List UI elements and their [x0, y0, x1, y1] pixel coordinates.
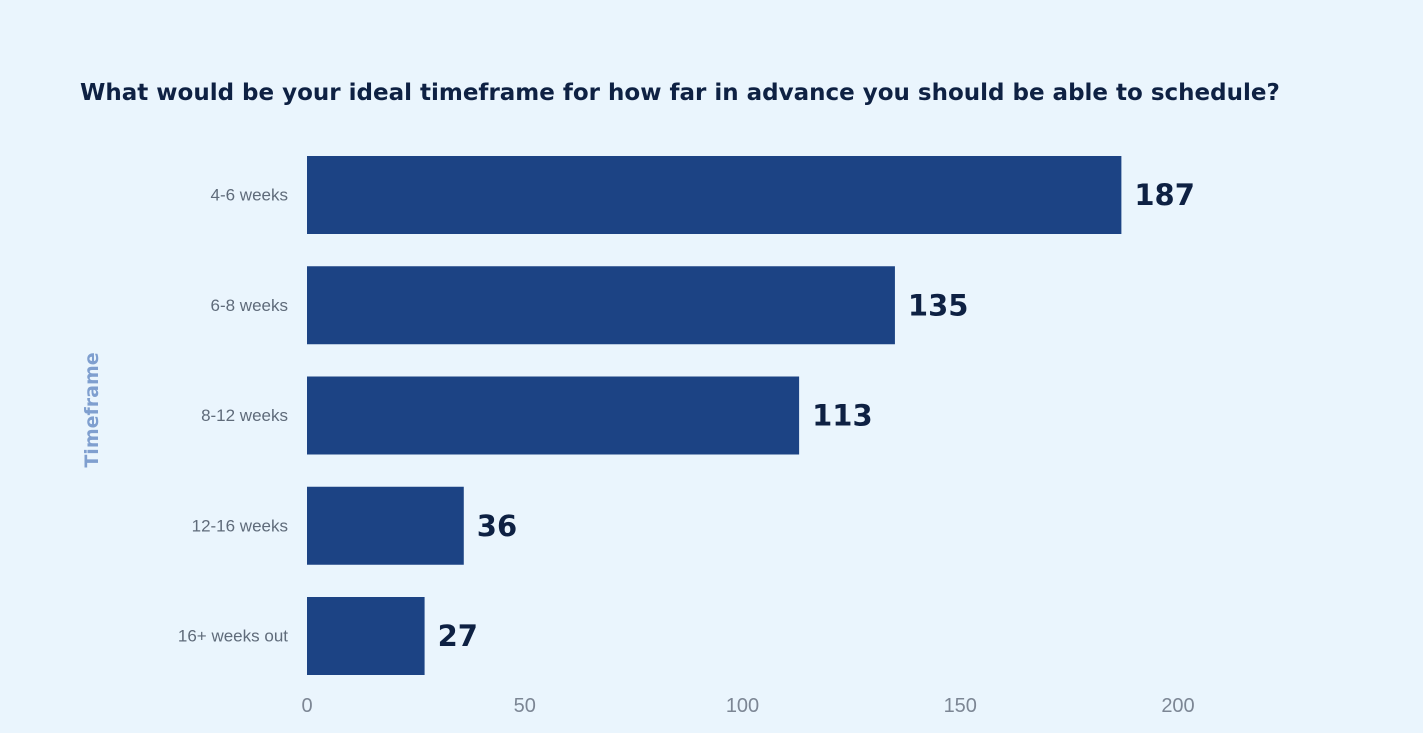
bar-4: [307, 486, 464, 565]
data-label: 27: [438, 619, 478, 653]
x-tick-label: 0: [301, 695, 312, 717]
x-tick-label: 200: [1161, 695, 1194, 717]
chart-title: What would be your ideal timeframe for h…: [80, 80, 1280, 106]
category-label: 8-12 weeks: [201, 406, 288, 425]
x-tick-label: 50: [514, 695, 536, 717]
category-label: 4-6 weeks: [211, 186, 288, 205]
category-label: 6-8 weeks: [211, 296, 288, 315]
category-labels-group: 4-6 weeks 6-8 weeks 8-12 weeks 12-16 weeks 1…: [178, 186, 288, 646]
data-label: 113: [812, 399, 873, 433]
bar-2: [307, 266, 895, 345]
bar-1: [307, 156, 1122, 234]
x-tick-label: 100: [726, 695, 759, 717]
bar-5: [307, 597, 425, 675]
data-label: 187: [1134, 178, 1195, 212]
x-axis-ticks-group: 0 50 100 150 200: [301, 695, 1194, 717]
bar-3: [307, 376, 800, 455]
category-label: 16+ weeks out: [178, 627, 288, 646]
x-tick-label: 150: [944, 695, 977, 717]
bars-group: [307, 156, 1122, 675]
data-label: 36: [477, 509, 517, 543]
value-labels-group: 187 135 113 36 27: [438, 178, 1195, 653]
data-label: 135: [908, 288, 969, 322]
category-label: 12-16 weeks: [192, 516, 288, 535]
